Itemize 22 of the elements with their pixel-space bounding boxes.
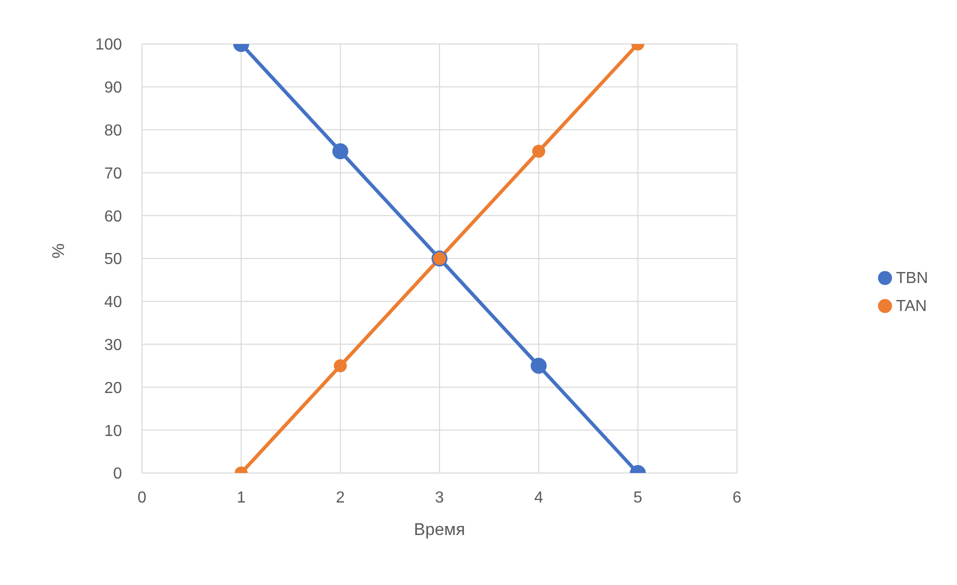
- x-tick-label: 2: [336, 489, 345, 506]
- legend-label: TAN: [896, 298, 927, 314]
- y-tick-label: 90: [104, 80, 122, 97]
- x-tick-label: 1: [236, 489, 246, 506]
- x-tick-label: 4: [534, 489, 544, 506]
- y-tick-label: 50: [104, 251, 122, 268]
- x-tick-label: 6: [732, 489, 742, 506]
- y-tick-label: 20: [104, 380, 122, 397]
- y-tick-label: 60: [104, 208, 122, 226]
- y-tick-label: 10: [104, 422, 122, 440]
- y-tick-label: 70: [104, 165, 122, 182]
- y-tick-label: 40: [104, 294, 122, 312]
- y-tick-label: 0: [113, 466, 122, 483]
- y-tick-label: 100: [95, 36, 122, 54]
- x-tick-label: 5: [633, 489, 642, 506]
- x-axis-title: Время: [414, 520, 466, 540]
- x-tick-label: 0: [138, 489, 147, 506]
- legend-label: TBN: [896, 270, 928, 286]
- y-tick-label: 80: [104, 122, 122, 140]
- y-tick-label: 30: [104, 336, 122, 354]
- x-tick-label: 3: [435, 489, 444, 506]
- y-axis-title: %: [49, 243, 68, 258]
